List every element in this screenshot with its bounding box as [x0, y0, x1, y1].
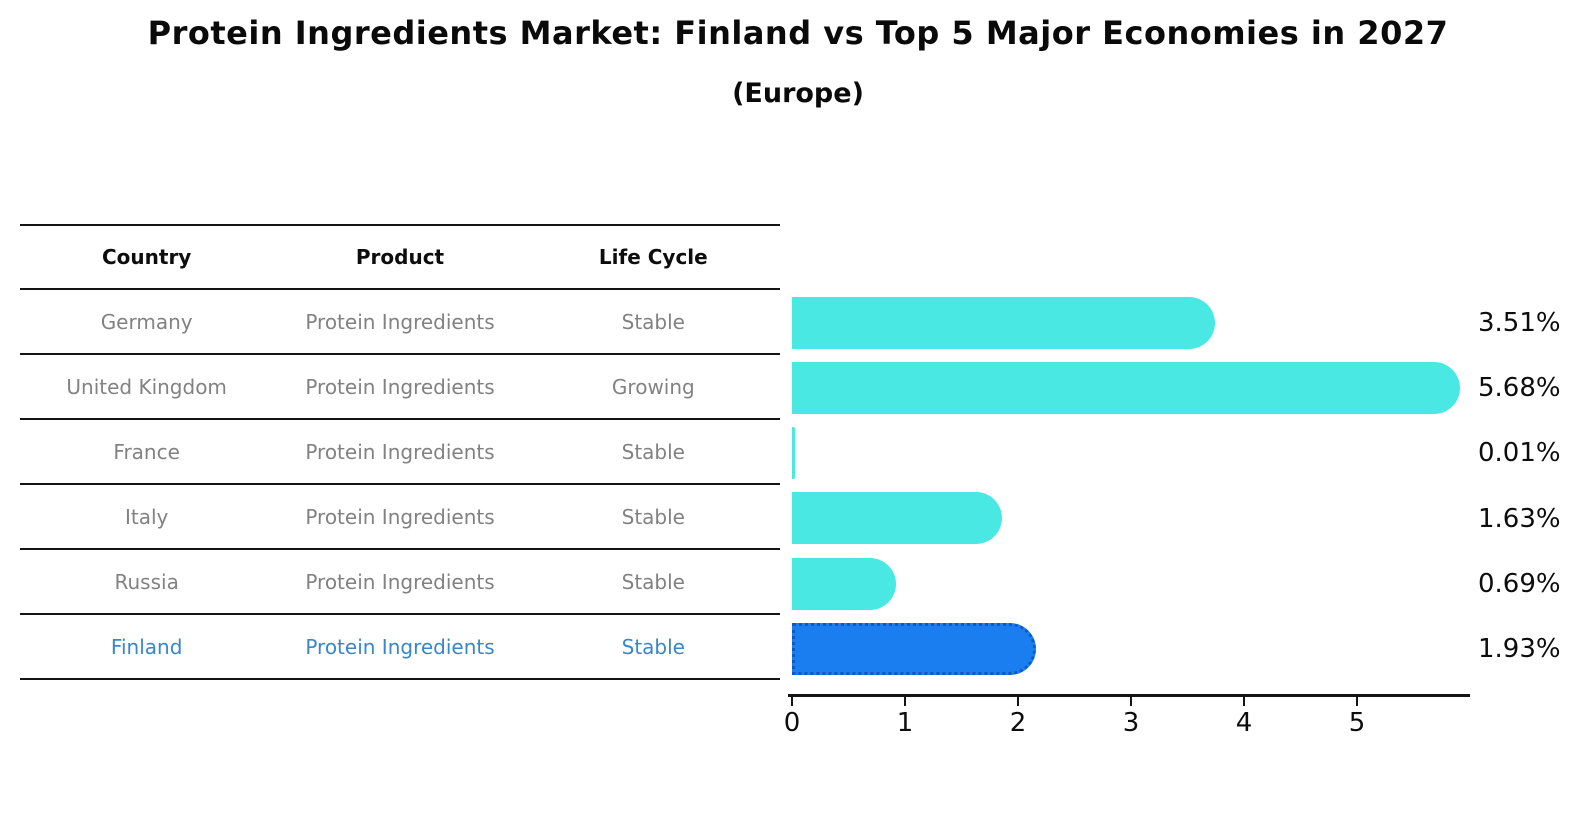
bar-row-finland [792, 623, 1492, 676]
value-label-finland: 1.93% [1478, 634, 1561, 665]
column-header-product: Product [273, 224, 527, 290]
value-label-france: 0.01% [1478, 438, 1561, 469]
bar-row-france [792, 427, 1492, 480]
table-row-russia: Russia Protein Ingredients Stable [20, 549, 780, 615]
cell-life-cycle-united-kingdom: Growing [526, 354, 780, 420]
cell-life-cycle-finland: Stable [526, 614, 780, 680]
cell-product-finland: Protein Ingredients [273, 614, 527, 680]
bar-plot [792, 290, 1492, 683]
column-header-country: Country [20, 224, 274, 290]
cell-country-russia: Russia [20, 549, 274, 615]
country-table: Country Product Life Cycle Germany Protei… [20, 224, 780, 680]
column-header-life-cycle: Life Cycle [526, 224, 780, 290]
bar-finland [792, 623, 1036, 676]
cell-product-russia: Protein Ingredients [273, 549, 527, 615]
value-label-italy: 1.63% [1478, 503, 1561, 534]
cell-product-italy: Protein Ingredients [273, 484, 527, 550]
bar-russia [792, 557, 896, 610]
chart-subtitle: (Europe) [732, 78, 864, 109]
x-tick-label-1: 1 [896, 708, 914, 738]
table-row-germany: Germany Protein Ingredients Stable [20, 289, 780, 355]
value-label-russia: 0.69% [1478, 568, 1561, 599]
x-axis-line [788, 694, 1470, 697]
x-tick-label-3: 3 [1122, 708, 1140, 738]
table-row-finland: Finland Protein Ingredients Stable [20, 614, 780, 680]
cell-country-finland: Finland [20, 614, 274, 680]
cell-product-france: Protein Ingredients [273, 419, 527, 485]
x-tick-2 [1017, 697, 1019, 706]
table-row-united-kingdom: United Kingdom Protein Ingredients Growing [20, 354, 780, 420]
x-tick-3 [1130, 697, 1132, 706]
cell-life-cycle-italy: Stable [526, 484, 780, 550]
cell-life-cycle-germany: Stable [526, 289, 780, 355]
cell-life-cycle-russia: Stable [526, 549, 780, 615]
bar-row-russia [792, 557, 1492, 610]
table-header: Country Product Life Cycle [20, 224, 780, 290]
x-tick-5 [1356, 697, 1358, 706]
table-row-france: France Protein Ingredients Stable [20, 419, 780, 485]
bar-row-united-kingdom [792, 361, 1492, 414]
x-tick-label-4: 4 [1235, 708, 1253, 738]
cell-product-united-kingdom: Protein Ingredients [273, 354, 527, 420]
x-tick-0 [791, 697, 793, 706]
bar-united-kingdom [792, 361, 1460, 414]
value-label-united-kingdom: 5.68% [1478, 372, 1561, 403]
cell-country-united-kingdom: United Kingdom [20, 354, 274, 420]
cell-country-france: France [20, 419, 274, 485]
table-body: Germany Protein Ingredients Stable United K… [20, 289, 780, 680]
cell-country-italy: Italy [20, 484, 274, 550]
x-tick-1 [904, 697, 906, 706]
value-labels: 3.51% 5.68% 0.01% 1.63% 0.69% 1.93% [1478, 290, 1588, 683]
x-tick-label-5: 5 [1348, 708, 1366, 738]
x-tick-label-2: 2 [1009, 708, 1027, 738]
bar-row-germany [792, 296, 1492, 349]
bar-germany [792, 296, 1215, 349]
x-tick-label-0: 0 [783, 708, 801, 738]
bar-italy [792, 492, 1002, 545]
x-tick-4 [1243, 697, 1245, 706]
table-row-italy: Italy Protein Ingredients Stable [20, 484, 780, 550]
chart-title: Protein Ingredients Market: Finland vs T… [147, 14, 1449, 52]
cell-country-germany: Germany [20, 289, 274, 355]
value-label-germany: 3.51% [1478, 307, 1561, 338]
cell-product-germany: Protein Ingredients [273, 289, 527, 355]
bar-france [792, 427, 795, 480]
bar-row-italy [792, 492, 1492, 545]
cell-life-cycle-france: Stable [526, 419, 780, 485]
table-header-row: Country Product Life Cycle [20, 224, 780, 290]
